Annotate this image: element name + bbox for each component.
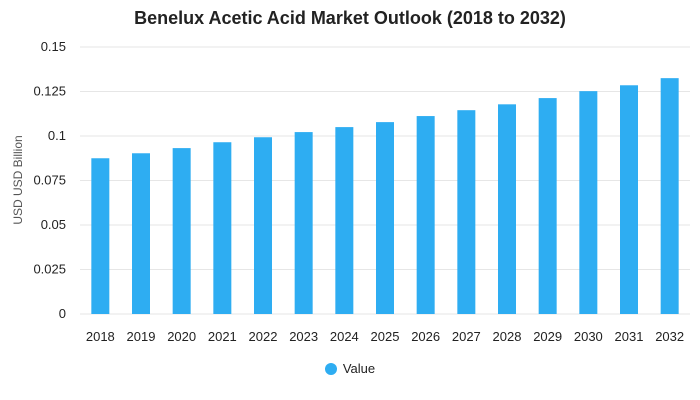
x-tick-label: 2028 bbox=[493, 329, 522, 344]
x-tick-label: 2024 bbox=[330, 329, 359, 344]
y-tick-label: 0.075 bbox=[33, 173, 66, 188]
y-axis-ticks: 0 0.025 0.05 0.075 0.1 0.125 0.15 bbox=[33, 39, 66, 321]
bar-2027[interactable] bbox=[457, 110, 476, 314]
bar-2030[interactable] bbox=[579, 91, 598, 314]
x-tick-label: 2030 bbox=[574, 329, 603, 344]
bar-2018[interactable] bbox=[91, 158, 110, 314]
bar-2019[interactable] bbox=[132, 153, 150, 314]
x-tick-label: 2031 bbox=[615, 329, 644, 344]
y-tick-label: 0.05 bbox=[41, 217, 66, 232]
y-tick-label: 0.025 bbox=[33, 262, 66, 277]
bar-2031[interactable] bbox=[620, 85, 638, 315]
bar-2028[interactable] bbox=[498, 104, 516, 314]
x-tick-label: 2027 bbox=[452, 329, 481, 344]
bar-2024[interactable] bbox=[335, 127, 354, 314]
legend-label[interactable]: Value bbox=[342, 361, 376, 376]
bar-2020[interactable] bbox=[172, 148, 191, 314]
x-tick-label: 2018 bbox=[86, 329, 115, 344]
chart-title: Benelux Acetic Acid Market Outlook (2018… bbox=[134, 8, 566, 28]
bar-2032[interactable] bbox=[660, 78, 679, 315]
x-tick-label: 2023 bbox=[289, 329, 318, 344]
x-axis-ticks: 2018 2019 2020 2021 2022 2023 2024 2025 2026 2027… bbox=[86, 329, 684, 344]
bar-2026[interactable] bbox=[416, 116, 435, 315]
y-tick-label: 0 bbox=[59, 306, 66, 321]
y-tick-label: 0.1 bbox=[48, 128, 66, 143]
x-tick-label: 2020 bbox=[167, 329, 196, 344]
x-tick-label: 2022 bbox=[249, 329, 278, 344]
bar-2029[interactable] bbox=[538, 98, 557, 314]
x-tick-label: 2021 bbox=[208, 329, 237, 344]
bar-2022[interactable] bbox=[254, 137, 272, 314]
y-tick-label: 0.125 bbox=[33, 84, 66, 99]
x-tick-label: 2019 bbox=[127, 329, 156, 344]
x-tick-label: 2029 bbox=[533, 329, 562, 344]
bar-2025[interactable] bbox=[376, 122, 394, 314]
bar-2023[interactable] bbox=[294, 132, 313, 314]
x-tick-label: 2026 bbox=[411, 329, 440, 344]
x-tick-label: 2025 bbox=[371, 329, 400, 344]
x-tick-label: 2032 bbox=[655, 329, 684, 344]
y-tick-label: 0.15 bbox=[41, 39, 66, 54]
legend: Value bbox=[0, 361, 700, 376]
legend-swatch bbox=[324, 362, 337, 375]
y-axis-label: USD USD Billion bbox=[11, 135, 25, 224]
bar-2021[interactable] bbox=[213, 142, 232, 314]
bars bbox=[91, 78, 679, 315]
